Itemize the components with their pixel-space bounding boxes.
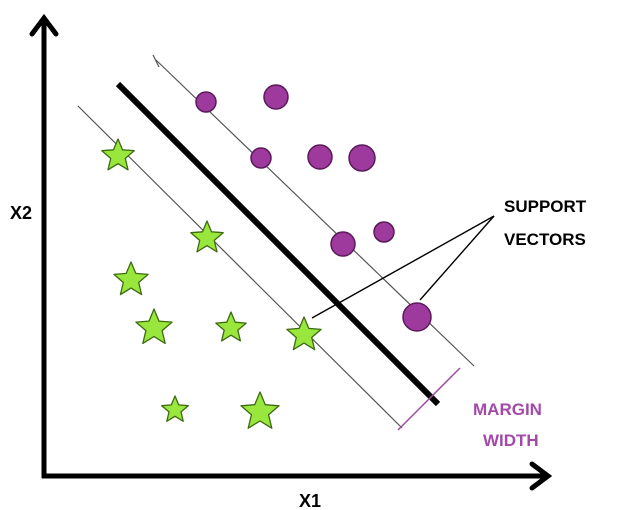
star-point <box>113 261 149 296</box>
axes <box>29 13 553 491</box>
circle-point <box>402 302 432 332</box>
circle-point <box>307 144 333 170</box>
star-point <box>240 391 280 429</box>
pointer-line-to-circle <box>419 215 495 301</box>
circle-point <box>263 84 289 110</box>
star-point <box>135 308 173 345</box>
star-point <box>161 395 189 422</box>
support-vectors-label-line1: SUPPORT <box>504 197 587 216</box>
hyperplane-line <box>115 81 441 407</box>
star-class <box>101 138 322 429</box>
y-axis-label: X2 <box>10 203 32 223</box>
star-point <box>190 220 224 253</box>
x-axis-arrowhead <box>529 461 553 491</box>
support-vectors-label-line2: VECTORS <box>504 230 586 249</box>
circle-point <box>373 221 395 243</box>
circle-point <box>330 231 356 257</box>
margin-width-label-line2: WIDTH <box>483 431 539 450</box>
margin-width-label-line1: MARGIN <box>473 400 542 419</box>
circle-point <box>348 144 376 172</box>
star-point <box>286 316 322 351</box>
upper-margin-tick <box>152 54 160 68</box>
circle-point <box>195 91 217 113</box>
y-axis-arrowhead <box>29 13 59 37</box>
lower-margin-line <box>77 105 403 429</box>
x-axis-label: X1 <box>299 491 321 510</box>
circle-class <box>195 84 432 332</box>
circle-point <box>250 147 272 169</box>
margin-width-bracket <box>397 367 461 431</box>
star-point <box>215 311 247 342</box>
pointer-line-to-star <box>311 215 495 319</box>
star-point <box>101 138 135 171</box>
